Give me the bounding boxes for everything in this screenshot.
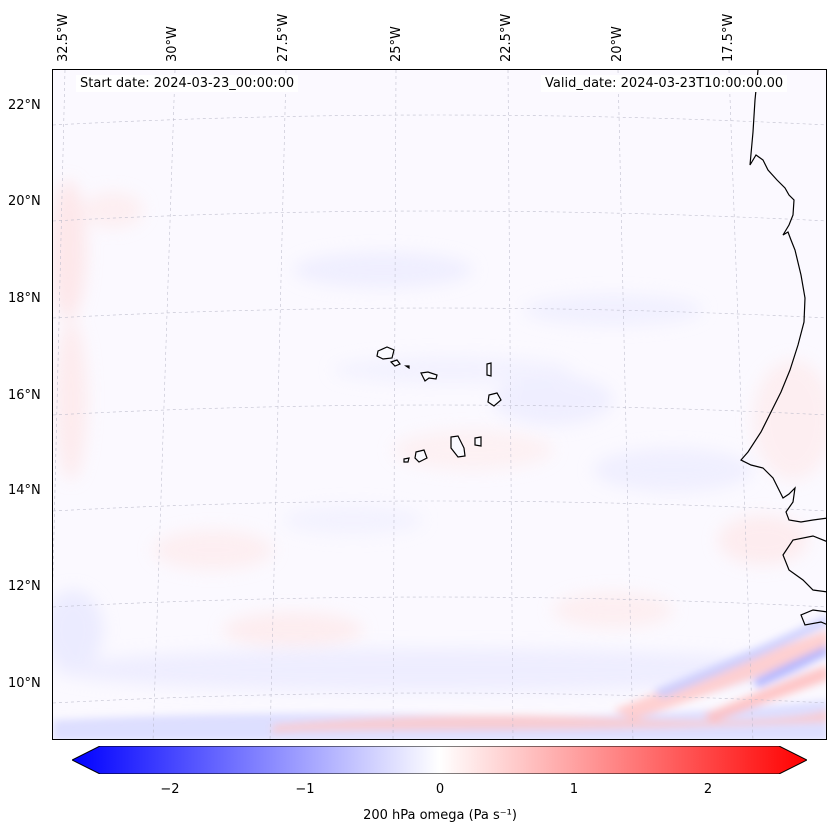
colorbar-tick-0: 0 [435,782,445,797]
lon-label-32-5w: 32.5°W [56,13,71,62]
island-sal [486,362,492,377]
island-brava [403,457,410,463]
island-sao-vicente [389,359,401,367]
start-date-label: Start date: 2024-03-23_00:00:00 [76,75,299,92]
colorbar-label: 200 hPa omega (Pa s⁻¹) [363,808,517,823]
lon-label-17-5w: 17.5°W [721,13,736,62]
valid-date-label: Valid_date: 2024-03-23T10:00:00.00 [541,75,788,92]
lat-label-20n: 20°N [8,194,41,209]
lat-label-14n: 14°N [8,483,41,498]
lat-label-10n: 10°N [8,676,41,691]
lon-label-27-5w: 27.5°W [276,13,291,62]
omega-patches-positive [53,180,826,648]
omega-patches-negative [53,252,813,692]
colorbar-tick-1: 1 [569,782,579,797]
colorbar-tick-minus2: −2 [160,782,180,797]
island-sao-nicolau [420,371,438,382]
colorbar [72,746,807,774]
island-santo-antao [376,346,395,360]
graticule [53,70,826,739]
lon-label-25w: 25°W [389,26,404,62]
southern-wave-bands [53,615,826,739]
lon-label-20w: 20°W [610,26,625,62]
lat-label-16n: 16°N [8,388,41,403]
lat-label-22n: 22°N [8,98,41,113]
lon-label-22-5w: 22.5°W [499,13,514,62]
island-maio [474,436,482,447]
lat-label-12n: 12°N [8,579,41,594]
lat-label-18n: 18°N [8,291,41,306]
colorbar-tick-minus1: −1 [295,782,315,797]
field-background [53,70,826,739]
map-panel[interactable] [52,69,827,740]
island-boa-vista [487,392,502,407]
island-santiago [450,435,466,458]
cape-verde-islands [376,346,502,463]
colorbar-tick-2: 2 [703,782,713,797]
island-fogo [414,449,428,463]
african-coastline [740,70,826,626]
omega-field-map [53,70,826,739]
lon-label-30w: 30°W [165,26,180,62]
colorbar-body [72,746,807,774]
island-santa-luzia [404,365,410,370]
